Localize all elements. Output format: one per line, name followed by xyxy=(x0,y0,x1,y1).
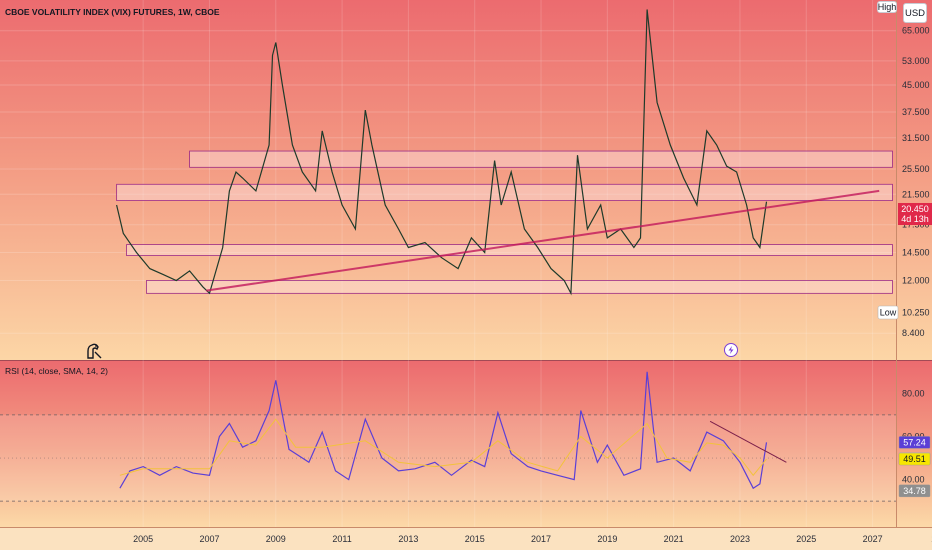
low-label-box xyxy=(877,305,899,320)
price-tick-label: 21.500 xyxy=(902,189,930,199)
time-tick-label: 2015 xyxy=(465,534,485,544)
support-resistance-zone xyxy=(189,150,893,168)
rsi-pane-background xyxy=(0,361,932,527)
low-label: Low xyxy=(880,308,897,318)
time-tick-label: 2009 xyxy=(266,534,286,544)
support-resistance-zone xyxy=(146,280,893,294)
time-tick-label: 2011 xyxy=(332,534,351,544)
axes: 65.000 53.000 45.000 37.500 31.500 25.500 21.5… xyxy=(133,26,932,544)
price-tick-label: 65.000 xyxy=(902,26,930,36)
horizontal-zones[interactable] xyxy=(116,150,893,294)
price-tick-label: 37.500 xyxy=(902,107,930,117)
time-axis-background xyxy=(0,527,932,550)
vix-price-line xyxy=(116,9,768,296)
rsi-badge-57-box xyxy=(898,436,931,449)
currency-button[interactable]: USD xyxy=(903,3,927,23)
price-tick-label: 14.500 xyxy=(902,247,930,257)
lightning-icon[interactable] xyxy=(724,343,738,357)
vix-price-series xyxy=(116,9,768,296)
rsi-line xyxy=(119,371,768,490)
low-value: 10.250 xyxy=(902,308,930,318)
time-tick-label: 2027 xyxy=(863,534,883,544)
price-tick-label: 8.400 xyxy=(902,328,925,338)
price-tick-label: 25.500 xyxy=(902,164,930,174)
current-price-value: 20.450 xyxy=(901,204,929,214)
price-tick-label: 53.000 xyxy=(902,56,930,66)
chart-title: CBOE VOLATILITY INDEX (VIX) FUTURES, 1W,… xyxy=(5,7,220,17)
rsi-series xyxy=(0,371,896,502)
rsi-title: RSI (14, close, SMA, 14, 2) xyxy=(5,366,108,376)
time-tick-label: 2025 xyxy=(796,534,816,544)
time-tick-label: 2021 xyxy=(664,534,684,544)
time-tick-label: 2007 xyxy=(199,534,219,544)
rsi-badge-3478-box xyxy=(898,484,931,498)
rsi-badge-4951: 49.51 xyxy=(903,454,926,464)
rsi-tick-label: 80.00 xyxy=(902,388,925,398)
main-trendline-group[interactable] xyxy=(206,189,880,292)
time-tick-label: 2023 xyxy=(730,534,750,544)
time-tick-label: 2017 xyxy=(531,534,551,544)
countdown-timer: 4d 13h xyxy=(901,214,929,224)
sma-line xyxy=(119,418,767,477)
main-trendline xyxy=(206,189,880,292)
rsi-badge-57: 57.24 xyxy=(903,437,926,447)
price-tick-label: 31.500 xyxy=(902,133,930,143)
support-resistance-zone xyxy=(126,244,893,256)
time-tick-label: 2019 xyxy=(597,534,617,544)
price-tick-label: 12.000 xyxy=(902,275,930,285)
rsi-trendline xyxy=(709,420,787,463)
rsi-tick-label: 40.00 xyxy=(902,475,925,485)
time-tick-label: 2013 xyxy=(398,534,418,544)
rsi-badge-3478: 34.78 xyxy=(903,486,926,496)
time-tick-label: 2005 xyxy=(133,534,153,544)
price-tick-label: 45.000 xyxy=(902,80,930,90)
rsi-badge-4951-box xyxy=(898,452,931,466)
high-button[interactable]: High xyxy=(877,1,897,13)
current-price-badge xyxy=(898,203,932,225)
main-pane-background xyxy=(0,0,932,360)
tradingview-logo-icon xyxy=(87,343,102,359)
